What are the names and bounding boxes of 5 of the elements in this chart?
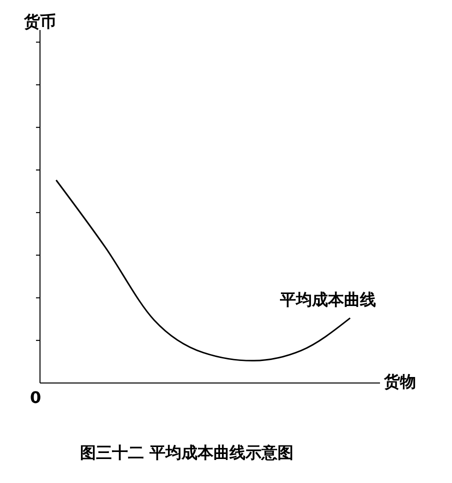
text: 货币: [24, 12, 56, 33]
annotation: 平均成本曲线: [280, 290, 376, 311]
x-axis-title: 货物: [384, 372, 416, 393]
text: 图三十二 平均成本曲线示意图: [80, 443, 294, 464]
text: 0: [30, 388, 42, 407]
